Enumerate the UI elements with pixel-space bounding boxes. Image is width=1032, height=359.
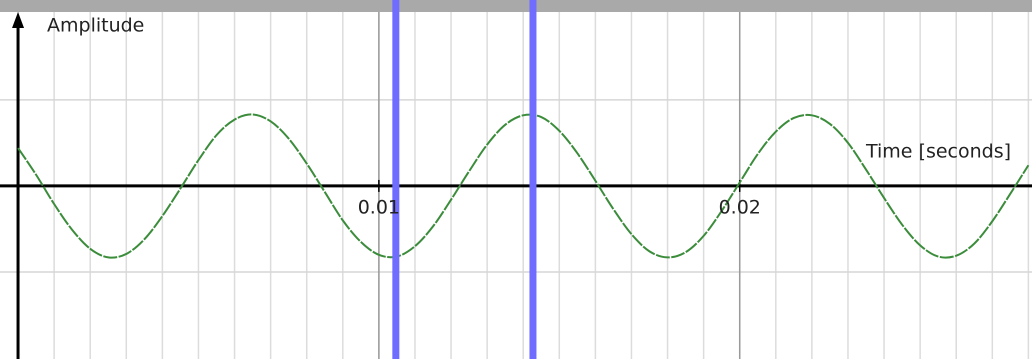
x-tick-label: 0.01	[358, 196, 400, 218]
signal-line	[17, 113, 1030, 259]
x-tick-label: 0.02	[719, 196, 761, 218]
y-axis-arrow	[12, 12, 25, 28]
x-axis-label: Time [seconds]	[865, 141, 1011, 163]
top-bar	[0, 0, 1032, 12]
plot	[17, 0, 1030, 359]
labels: Amplitude Time [seconds] 0.01 0.02	[47, 15, 1011, 219]
y-axis-label: Amplitude	[47, 15, 144, 37]
axes	[0, 12, 1032, 359]
